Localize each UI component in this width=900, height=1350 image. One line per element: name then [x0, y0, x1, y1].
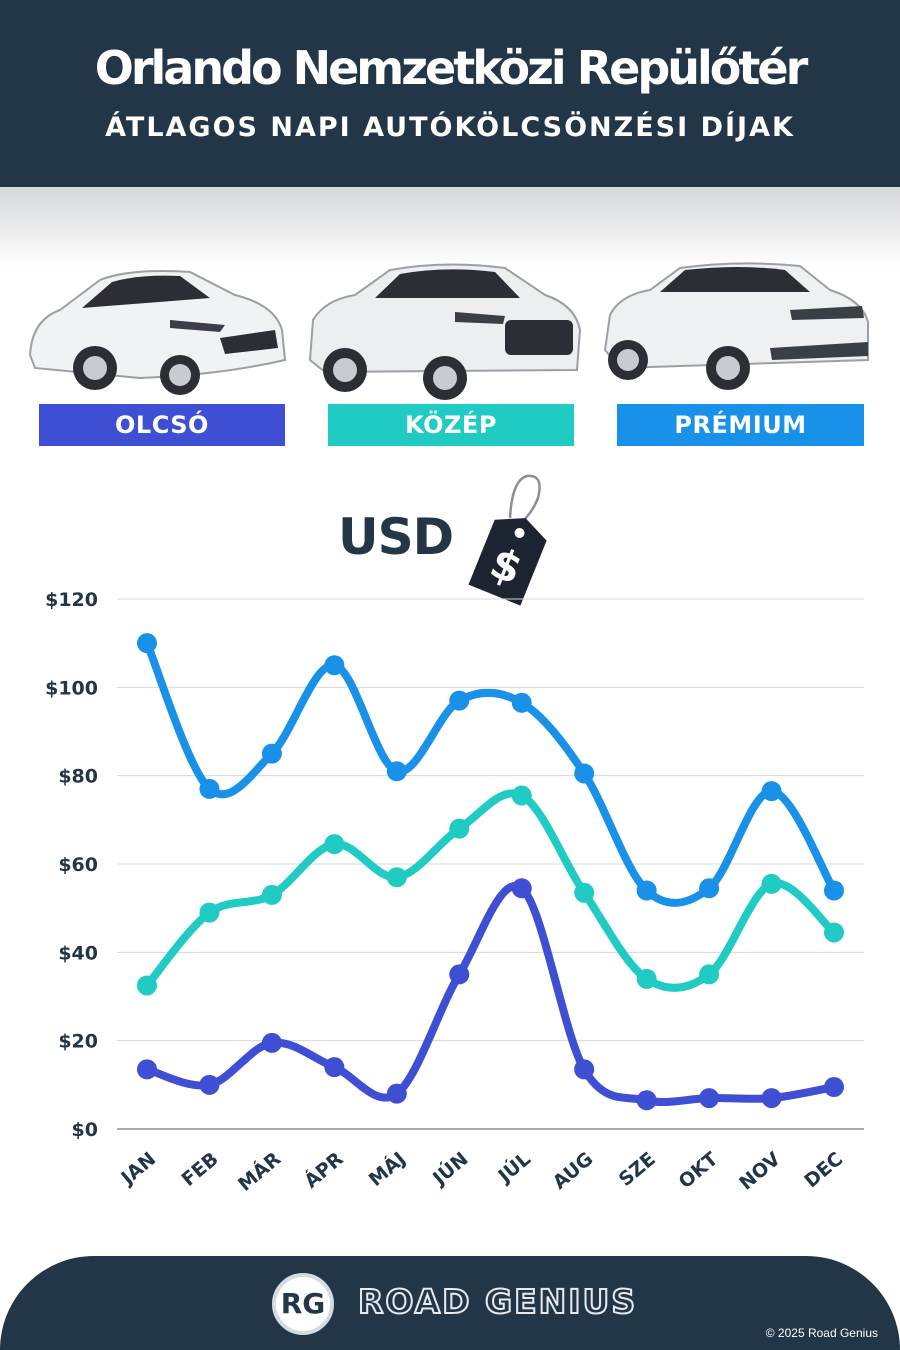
price-tag-icon: $	[468, 474, 547, 606]
y-tick-label: $20	[58, 1031, 98, 1053]
series-line-k-z-p	[143, 789, 838, 992]
data-point	[449, 964, 470, 985]
x-tick-label: JÚL	[491, 1146, 534, 1188]
currency-label: USD	[338, 508, 454, 566]
page-title: Orlando Nemzetközi Repülőtér	[94, 41, 809, 95]
data-point	[636, 968, 657, 989]
data-point	[324, 655, 345, 676]
footer	[0, 1256, 900, 1350]
x-tick-label: OKT	[675, 1148, 723, 1193]
data-point	[386, 1083, 407, 1104]
data-point	[636, 1090, 657, 1111]
x-tick-label: ÁPR	[300, 1147, 348, 1193]
data-point	[824, 1077, 844, 1098]
data-point	[511, 692, 532, 713]
data-point	[386, 761, 407, 782]
data-point	[761, 873, 782, 894]
page-subtitle: ÁTLAGOS NAPI AUTÓKÖLCSÖNZÉSI DÍJAK	[105, 112, 795, 143]
category-label: PRÉMIUM	[674, 411, 807, 439]
data-point	[761, 1088, 782, 1109]
chart-gridlines	[117, 598, 864, 1130]
rental-rate-chart: $0 $20 $40 $60 $80 $100 $120 JAN FEB MÁR ÁPR MÁJ JÚ…	[45, 589, 864, 1196]
data-point	[261, 1032, 282, 1053]
series-line-pr-mium	[143, 639, 838, 907]
premium-car-image	[603, 262, 869, 390]
x-tick-label: AUG	[549, 1148, 598, 1194]
data-point	[324, 1057, 345, 1078]
x-tick-label: DEC	[800, 1148, 847, 1192]
brand-logo-mark: RG	[272, 1273, 334, 1335]
header-shadow	[0, 187, 900, 267]
data-point	[824, 880, 844, 901]
x-tick-label: MÁR	[233, 1147, 285, 1196]
data-point	[199, 902, 220, 923]
x-tick-label: SZE	[615, 1148, 660, 1191]
data-point	[137, 1059, 157, 1080]
brand-name: ROAD GENIUS	[357, 1281, 638, 1322]
series-line-olcs-	[143, 882, 838, 1106]
data-point	[574, 882, 595, 903]
y-tick-label: $100	[45, 677, 98, 699]
x-tick-label: MÁJ	[364, 1147, 410, 1191]
y-tick-label: $40	[58, 942, 98, 964]
data-point	[511, 785, 532, 806]
data-point	[199, 778, 220, 799]
data-point	[199, 1074, 220, 1095]
data-point	[261, 884, 282, 905]
car-images	[28, 262, 869, 400]
data-point	[449, 818, 470, 839]
y-axis-labels: $0 $20 $40 $60 $80 $100 $120	[45, 589, 98, 1141]
x-axis-labels: JAN FEB MÁR ÁPR MÁJ JÚN JÚL AUG SZE OKT NOV DEC	[116, 1146, 848, 1195]
chart-series	[137, 633, 844, 1111]
data-point	[699, 964, 720, 985]
y-tick-label: $120	[45, 589, 98, 611]
x-tick-label: JÚN	[426, 1146, 472, 1190]
copyright-text: © 2025 Road Genius	[765, 1326, 878, 1340]
x-tick-label: FEB	[178, 1148, 223, 1191]
data-point	[574, 1059, 595, 1080]
category-label: KÖZÉP	[405, 411, 497, 439]
y-tick-label: $80	[58, 766, 98, 788]
category-badge-midsize: KÖZÉP	[328, 404, 574, 446]
y-tick-label: $60	[58, 854, 98, 876]
data-point	[699, 878, 720, 899]
data-point	[636, 880, 657, 901]
header: Orlando Nemzetközi Repülőtér ÁTLAGOS NAP…	[0, 0, 900, 187]
data-point	[699, 1088, 720, 1109]
category-badge-economy: OLCSÓ	[39, 404, 285, 446]
data-point	[511, 878, 532, 899]
midsize-car-image	[308, 263, 582, 400]
x-tick-label: JAN	[116, 1148, 161, 1190]
data-point	[761, 781, 782, 802]
category-badge-premium: PRÉMIUM	[617, 404, 864, 446]
y-tick-label: $0	[72, 1119, 98, 1141]
x-tick-label: NOV	[735, 1148, 785, 1195]
data-point	[449, 690, 470, 711]
data-point	[324, 834, 345, 855]
data-point	[137, 975, 157, 996]
economy-car-image	[28, 270, 287, 395]
category-label: OLCSÓ	[115, 411, 209, 439]
data-point	[824, 922, 844, 943]
data-point	[574, 763, 595, 784]
data-point	[386, 867, 407, 888]
data-point	[261, 743, 282, 764]
data-point	[137, 633, 157, 654]
